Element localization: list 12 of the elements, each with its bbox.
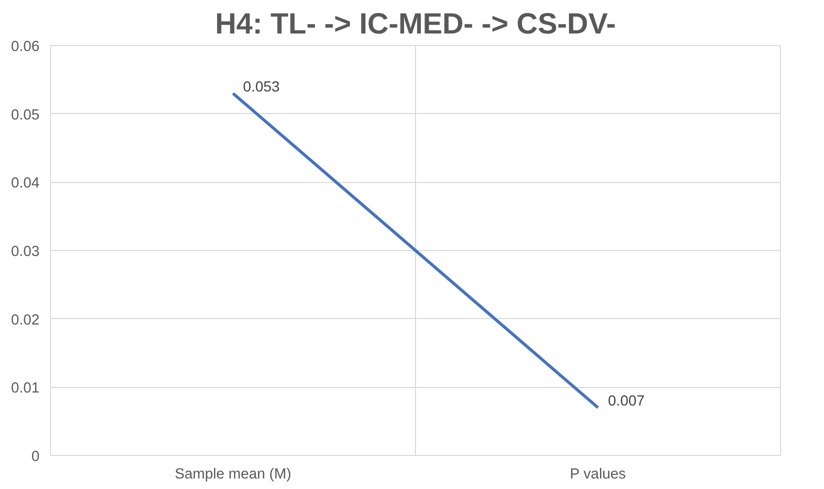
y-tick-label: 0.02: [10, 312, 40, 328]
y-tick-label: 0.05: [10, 107, 40, 124]
data-label: 0.053: [243, 79, 280, 96]
x-tick-label: Sample mean (M): [174, 466, 292, 482]
y-tick-label: 0.01: [10, 380, 40, 397]
data-label: 0.007: [608, 394, 645, 410]
y-tick-label: 0.03: [10, 244, 40, 260]
y-tick-label: 0.06: [10, 39, 40, 55]
y-tick-label: 0: [31, 449, 40, 465]
y-tick-label: 0.04: [10, 176, 40, 192]
chart-title: H4: TL- -> IC-MED- -> CS-DV-: [215, 8, 616, 40]
x-tick-label: P values: [570, 466, 626, 482]
